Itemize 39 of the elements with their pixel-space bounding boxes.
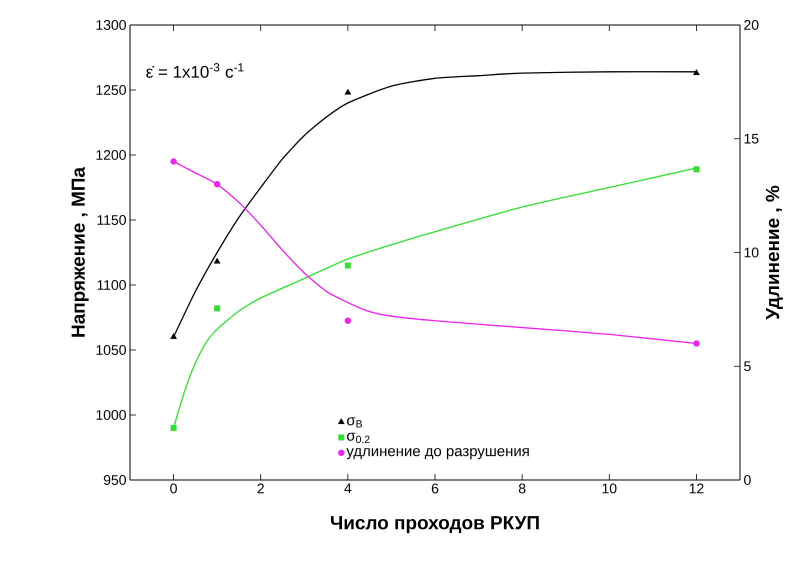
point	[344, 88, 352, 95]
y2-tick-label: 15	[744, 134, 758, 144]
y-tick-label: 1100	[98, 280, 126, 290]
x-axis-title: Число проходов РКУП	[331, 516, 539, 534]
point	[214, 258, 220, 264]
y-tick-label: 1200	[96, 150, 126, 160]
point	[693, 166, 700, 172]
y2-tick-label: 0	[744, 475, 751, 485]
point	[170, 333, 177, 339]
y-axis-title: Напряжение , МПа	[72, 166, 89, 337]
point	[344, 318, 352, 324]
y-tick-label: 1300	[96, 20, 126, 30]
x-tick-label: 6	[432, 484, 438, 494]
point	[344, 262, 351, 268]
y2-tick-label: 5	[744, 361, 751, 372]
point	[170, 158, 177, 165]
y2-axis-title: Удлинение , %	[766, 186, 783, 320]
legend-label: σ$_{0.2}$	[346, 432, 370, 444]
y-tick-label: 1250	[96, 85, 126, 95]
point	[214, 305, 220, 312]
x-tick-label: 0	[170, 484, 177, 494]
x-tick-label: 2	[258, 484, 264, 494]
y-tick-label: 1000	[96, 410, 126, 420]
x-tick-label: 8	[518, 484, 526, 494]
x-tick-label: 12	[690, 484, 704, 494]
legend-label: σ$_{В}$	[346, 417, 362, 428]
annotation: ε̇ = 1x10$^{-3}$ c$^{-1}$	[146, 63, 244, 78]
y-tick-label: 1050	[96, 345, 126, 355]
y2-tick-label: 20	[744, 20, 759, 30]
x-tick-label: 10	[602, 484, 617, 494]
y-tick-label: 950	[104, 475, 126, 485]
point	[170, 425, 177, 431]
y2-tick-label: 10	[744, 248, 759, 258]
x-tick-label: 4	[344, 484, 352, 494]
point	[214, 181, 220, 188]
point	[693, 340, 700, 347]
point	[693, 69, 700, 76]
y-tick-label: 1150	[98, 215, 126, 225]
legend-label: удлинение до разрушения	[346, 448, 529, 460]
